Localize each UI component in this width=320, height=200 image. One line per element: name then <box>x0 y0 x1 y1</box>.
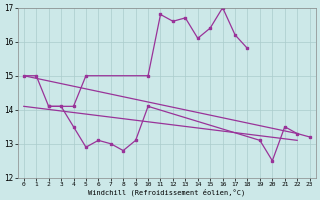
X-axis label: Windchill (Refroidissement éolien,°C): Windchill (Refroidissement éolien,°C) <box>88 188 245 196</box>
